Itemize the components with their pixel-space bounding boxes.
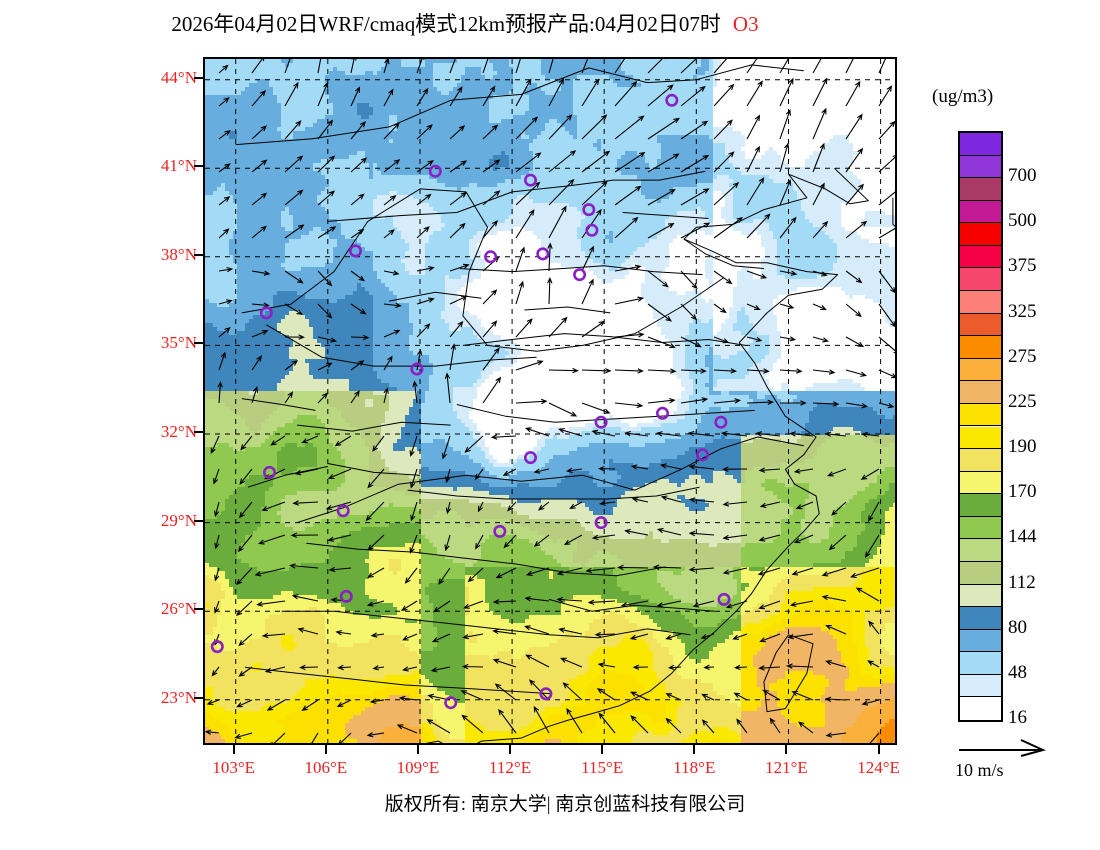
lon-tick-label: 118°E — [673, 758, 716, 777]
title-text: 2026年04月02日WRF/cmaq模式12km预报产品:04月02日07时 — [171, 12, 721, 36]
colorbar-band — [960, 403, 1001, 427]
lon-tick-mark — [877, 745, 880, 754]
lat-tick-mark — [194, 165, 203, 168]
colorbar-value-label: 325 — [1008, 300, 1037, 322]
lat-tick-label: 26°N — [160, 599, 197, 619]
lon-tick-label: 106°E — [304, 758, 348, 777]
colorbar-value-label: 225 — [1008, 390, 1037, 412]
wind-scale-label: 10 m/s — [955, 760, 1004, 780]
colorbar-band — [960, 449, 1001, 472]
lon-tick-label: 124°E — [857, 758, 900, 777]
wind-vector-layer — [205, 59, 895, 743]
lon-tick-label: 112°E — [489, 758, 532, 777]
copyright-text: 版权所有: 南京大学| 南京创蓝科技有限公司 — [384, 794, 746, 815]
lon-tick-mark — [324, 745, 327, 754]
lat-tick-mark — [194, 342, 203, 345]
colorbar-band — [960, 561, 1001, 585]
colorbar-band — [960, 697, 1001, 720]
colorbar-band — [960, 471, 1001, 495]
lat-tick-label: 32°N — [160, 422, 197, 441]
colorbar-value-label: 48 — [1008, 661, 1027, 683]
colorbar[interactable] — [958, 131, 1003, 722]
colorbar-value-label: 700 — [1008, 165, 1037, 187]
colorbar-band — [960, 494, 1001, 517]
lon-tick-label: 121°E — [765, 758, 808, 777]
colorbar-band — [960, 539, 1001, 562]
colorbar-band — [960, 291, 1001, 314]
colorbar-band — [960, 155, 1001, 179]
lat-tick-mark — [194, 519, 203, 522]
colorbar-band — [960, 607, 1001, 630]
lat-tick-mark — [194, 253, 203, 256]
lat-tick-label: 44°N — [160, 67, 197, 87]
colorbar-value-label: 500 — [1008, 210, 1037, 232]
colorbar-band — [960, 674, 1001, 698]
lat-tick-label: 35°N — [160, 333, 197, 353]
lat-tick-mark — [194, 431, 203, 433]
lon-tick-mark — [601, 745, 604, 754]
lon-tick-mark — [416, 745, 419, 754]
latitude-axis: 44°N 41°N 38°N 35°N 32°N 29°N 26°N 23°N — [125, 57, 197, 745]
lat-tick-mark — [194, 696, 203, 699]
colorbar-tick-labels: 700 500 375 325 275 225 190 170 144 112 80 48 16 — [1008, 131, 1100, 731]
colorbar-band — [960, 313, 1001, 337]
lat-tick-label: 23°N — [160, 687, 197, 707]
longitude-axis: 103°E 106°E 109°E 112°E 115°E 118°E 121°E 124°E — [163, 752, 937, 782]
map-canvas — [205, 59, 895, 743]
colorbar-value-label: 275 — [1008, 345, 1037, 367]
colorbar-value-label: 80 — [1008, 616, 1027, 638]
colorbar-band — [960, 133, 1001, 156]
colorbar-band — [960, 245, 1001, 269]
copyright-footer: 版权所有: 南京大学| 南京创蓝科技有限公司 — [0, 789, 1090, 816]
concentration-field — [205, 59, 895, 743]
colorbar-band — [960, 426, 1001, 450]
coastline-layer — [235, 64, 895, 743]
colorbar-value-label: 375 — [1008, 255, 1037, 277]
lon-tick-mark — [693, 745, 696, 754]
colorbar-value-label: 170 — [1008, 481, 1037, 503]
colorbar-band — [960, 516, 1001, 540]
colorbar-value-label: 144 — [1008, 526, 1037, 548]
colorbar-band — [960, 652, 1001, 675]
wind-scale-arrow-icon — [959, 739, 1046, 757]
colorbar-band — [960, 200, 1001, 224]
colorbar-band — [960, 223, 1001, 246]
species-label: O3 — [732, 12, 759, 36]
lon-tick-mark — [509, 745, 512, 754]
lat-tick-mark — [194, 608, 203, 611]
lat-tick-label: 41°N — [160, 156, 197, 176]
colorbar-units-label: (ug/m3) — [932, 86, 994, 107]
colorbar-band — [960, 358, 1001, 382]
page-title: 2026年04月02日WRF/cmaq模式12km预报产品:04月02日07时 O… — [0, 8, 930, 38]
lat-tick-label: 29°N — [160, 510, 197, 530]
lat-tick-label: 38°N — [160, 244, 197, 264]
lon-tick-mark — [785, 745, 788, 754]
map-plot-area[interactable] — [203, 57, 897, 745]
lat-tick-mark — [194, 76, 203, 79]
lon-tick-mark — [232, 745, 235, 754]
colorbar-value-label: 16 — [1008, 707, 1027, 728]
colorbar-band — [960, 268, 1001, 292]
wind-scale-legend: 10 m/s — [955, 738, 1095, 788]
colorbar-band — [960, 381, 1001, 404]
colorbar-value-label: 190 — [1008, 436, 1037, 458]
city-marker-layer — [210, 93, 731, 710]
colorbar-value-label: 112 — [1008, 571, 1036, 593]
colorbar-band — [960, 336, 1001, 359]
colorbar-band — [960, 584, 1001, 608]
colorbar-band — [960, 178, 1001, 201]
lon-tick-label: 115°E — [581, 758, 624, 777]
lon-tick-label: 109°E — [396, 758, 440, 777]
colorbar-band — [960, 629, 1001, 653]
lon-tick-label: 103°E — [212, 758, 256, 777]
